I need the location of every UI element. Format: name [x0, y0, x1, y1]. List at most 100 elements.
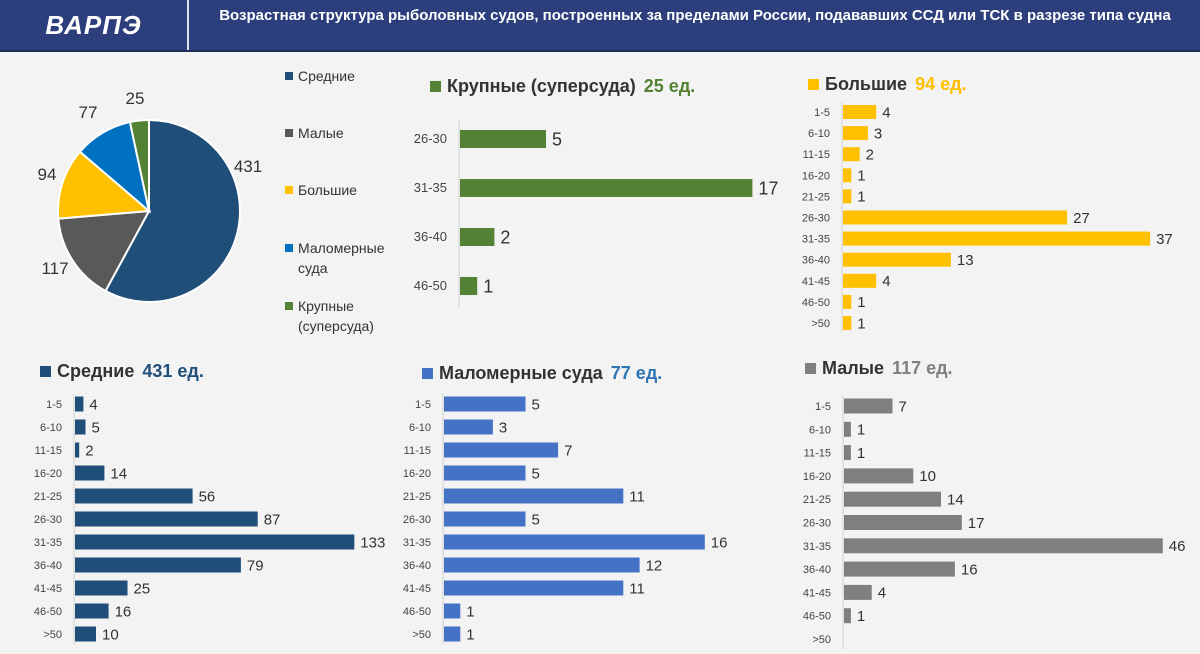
chart-title-text: Большие — [825, 74, 908, 94]
bar — [444, 534, 705, 550]
pie-slice — [57, 150, 152, 220]
category-label: 16-20 — [34, 468, 62, 480]
legend-swatch — [285, 72, 293, 80]
bar-value-label: 1 — [483, 276, 493, 296]
category-label: 11-15 — [35, 445, 62, 457]
legend-label: Маломерные суда — [298, 240, 385, 276]
bar-value-label: 13 — [957, 252, 974, 269]
category-label: 46-50 — [414, 278, 447, 293]
bar-value-label: 87 — [264, 511, 281, 528]
category-label: 11-15 — [404, 445, 431, 457]
legend-swatch — [285, 302, 293, 310]
bar-value-label: 3 — [874, 125, 882, 142]
chart-title: Крупные (суперсуда) 25 ед. — [430, 76, 695, 97]
chart-title: Большие 94 ед. — [808, 74, 967, 95]
bar — [75, 603, 109, 619]
legend-label: Крупные (суперсуда) — [298, 298, 374, 334]
bar — [444, 442, 559, 458]
bar — [75, 626, 96, 642]
bar-value-label: 5 — [92, 419, 100, 436]
legend-item: Большие — [285, 180, 385, 200]
bar — [843, 316, 852, 330]
chart-title: Маломерные суда 77 ед. — [422, 363, 662, 384]
chart-title: Малые 117 ед. — [805, 358, 953, 379]
bar — [460, 277, 478, 295]
pie-data-label: 25 — [126, 89, 145, 108]
category-label: 41-45 — [803, 587, 831, 599]
bar — [444, 419, 493, 435]
bar-value-label: 25 — [134, 580, 151, 597]
category-label: 31-35 — [414, 180, 447, 195]
bar — [844, 421, 851, 437]
bar-value-label: 14 — [947, 491, 964, 508]
category-label: 11-15 — [803, 149, 830, 161]
bar — [844, 398, 893, 414]
bar-value-label: 4 — [882, 104, 890, 121]
bar — [844, 468, 914, 484]
bar-value-label: 56 — [199, 488, 216, 505]
category-label: 31-35 — [802, 234, 830, 246]
bar-value-label: 1 — [466, 626, 474, 643]
legend-label: Большие — [298, 182, 357, 198]
bar-value-label: 16 — [115, 603, 132, 620]
category-label: >50 — [811, 318, 830, 330]
pie-data-label: 431 — [234, 157, 262, 176]
legend-swatch — [285, 129, 293, 137]
bar — [844, 491, 942, 507]
bar-value-label: 17 — [758, 178, 778, 198]
bar-value-label: 1 — [857, 608, 865, 625]
bar-value-label: 2 — [85, 442, 93, 459]
pie-slice — [57, 209, 151, 293]
legend-item: Маломерные суда — [285, 238, 385, 278]
bar-value-label: 16 — [961, 561, 978, 578]
category-label: 21-25 — [403, 491, 431, 503]
bar — [444, 580, 624, 596]
category-label: 1-5 — [415, 399, 431, 411]
category-label: 41-45 — [802, 276, 830, 288]
bar — [75, 511, 258, 527]
chart-title-text: Малые — [822, 358, 885, 378]
bar-value-label: 133 — [360, 534, 385, 551]
chart-title-text: Крупные (суперсуда) — [447, 76, 636, 96]
category-label: 6-10 — [808, 128, 830, 140]
bar — [75, 580, 128, 596]
bar — [843, 105, 877, 119]
category-label: 46-50 — [803, 611, 831, 623]
bar — [444, 557, 640, 573]
bar — [444, 626, 461, 642]
category-label: 16-20 — [403, 468, 431, 480]
category-label: 11-15 — [804, 448, 831, 460]
bar — [843, 210, 1068, 225]
category-label: 26-30 — [803, 518, 831, 530]
chart-total: 77 ед. — [610, 363, 663, 383]
pie-slice — [128, 118, 150, 212]
bar — [75, 419, 86, 435]
bar-value-label: 27 — [1073, 210, 1090, 227]
bar — [844, 445, 851, 461]
bar-value-label: 1 — [857, 315, 865, 332]
category-label: 1-5 — [814, 107, 830, 119]
bar — [75, 442, 80, 458]
bar — [843, 147, 860, 162]
chart-title: Средние 431 ед. — [40, 361, 204, 382]
bar — [75, 396, 84, 412]
legend-item: Крупные (суперсуда) — [285, 296, 385, 336]
category-label: 46-50 — [34, 606, 62, 618]
legend-label: Малые — [298, 125, 344, 141]
bar-value-label: 12 — [646, 557, 663, 574]
category-label: 26-30 — [414, 131, 447, 146]
bar — [844, 608, 851, 624]
category-label: 31-35 — [403, 537, 431, 549]
bar — [843, 189, 852, 204]
category-label: 16-20 — [803, 471, 831, 483]
chart-total: 431 ед. — [142, 361, 204, 381]
bar-value-label: 11 — [629, 488, 645, 505]
bar — [844, 584, 872, 600]
legend-item: Средние — [285, 66, 385, 86]
bar-value-label: 46 — [1169, 538, 1186, 555]
bar-value-label: 2 — [866, 146, 874, 163]
pie-data-label: 117 — [41, 259, 68, 278]
bar — [843, 168, 852, 183]
bar-value-label: 79 — [247, 557, 264, 574]
